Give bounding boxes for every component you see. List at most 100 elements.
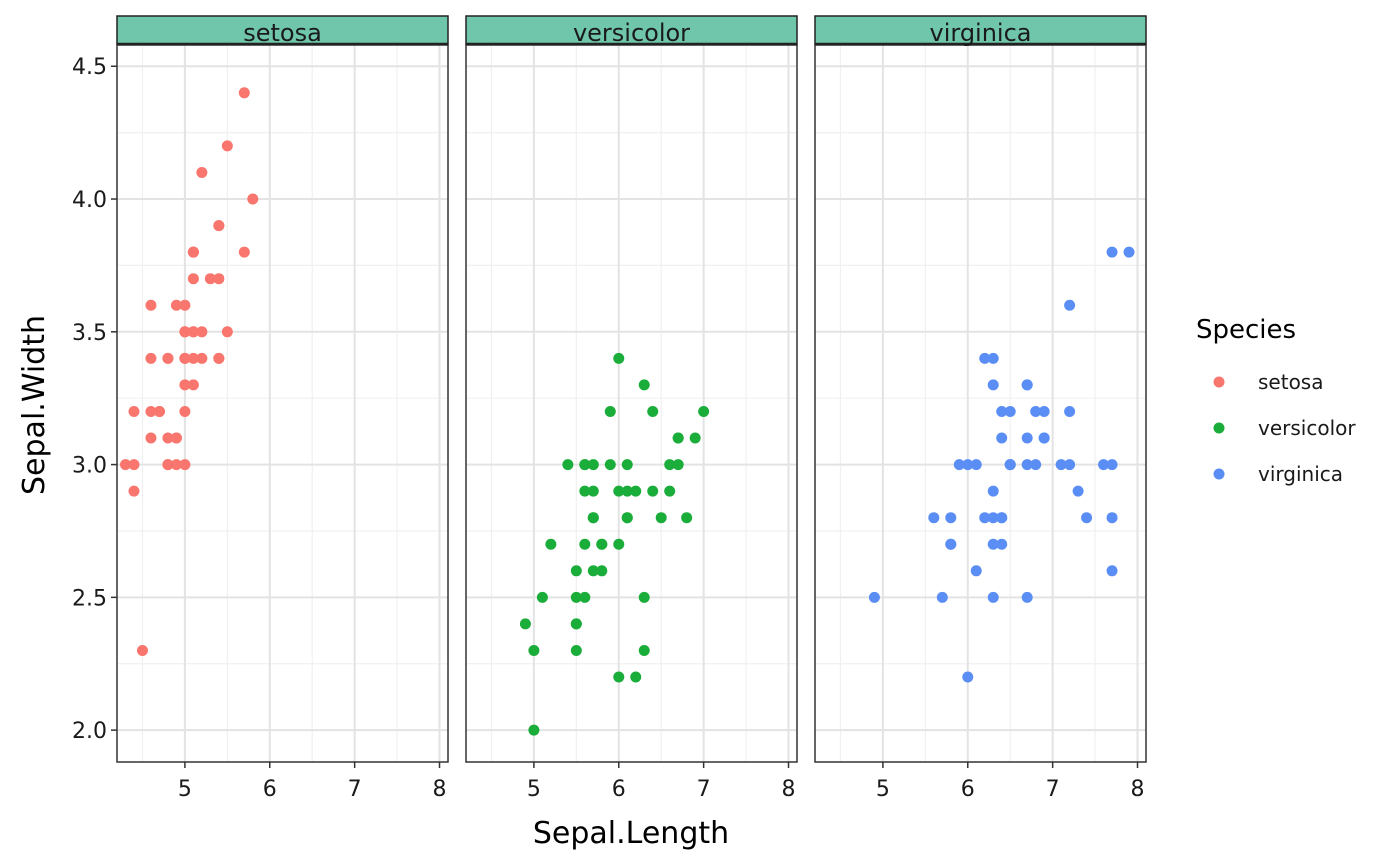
legend-key-setosa xyxy=(1213,376,1225,388)
data-point-setosa xyxy=(213,220,225,232)
data-point-versicolor xyxy=(587,459,599,471)
x-tick-label: 8 xyxy=(433,777,447,802)
data-point-virginica xyxy=(1106,459,1118,471)
panel-background xyxy=(815,45,1146,762)
panel-background xyxy=(117,45,448,762)
data-point-virginica xyxy=(1030,405,1042,417)
data-point-versicolor xyxy=(562,459,574,471)
data-point-setosa xyxy=(187,352,199,364)
x-tick-label: 5 xyxy=(527,777,541,802)
data-point-versicolor xyxy=(587,512,599,524)
data-point-setosa xyxy=(179,405,191,417)
data-point-setosa xyxy=(179,299,191,311)
data-point-setosa xyxy=(128,485,140,497)
data-point-virginica xyxy=(1038,432,1050,444)
data-point-setosa xyxy=(145,352,157,364)
data-point-versicolor xyxy=(604,405,616,417)
data-point-setosa xyxy=(162,352,174,364)
data-point-versicolor xyxy=(621,459,633,471)
data-point-virginica xyxy=(987,352,999,364)
data-point-setosa xyxy=(187,273,199,285)
data-point-virginica xyxy=(1021,591,1033,603)
x-tick-label: 6 xyxy=(961,777,975,802)
data-point-versicolor xyxy=(655,512,667,524)
y-tick-label: 4.0 xyxy=(72,188,107,213)
data-point-setosa xyxy=(145,405,157,417)
data-point-setosa xyxy=(170,432,182,444)
data-point-versicolor xyxy=(630,671,642,683)
data-point-setosa xyxy=(221,140,233,152)
data-point-versicolor xyxy=(621,512,633,524)
data-point-virginica xyxy=(1021,379,1033,391)
facet-panel-versicolor: versicolor 5 6 7 8 xyxy=(465,15,798,802)
x-tick-label: 6 xyxy=(612,777,626,802)
data-point-versicolor xyxy=(545,538,557,550)
data-point-setosa xyxy=(221,326,233,338)
data-point-setosa xyxy=(213,352,225,364)
data-point-versicolor xyxy=(528,724,540,736)
data-point-versicolor xyxy=(570,618,582,630)
facet-strip-label: virginica xyxy=(930,19,1032,47)
data-point-versicolor xyxy=(621,485,633,497)
data-point-virginica xyxy=(987,591,999,603)
data-point-virginica xyxy=(987,379,999,391)
data-point-virginica xyxy=(1106,565,1118,577)
legend-key-versicolor xyxy=(1213,422,1225,434)
data-point-virginica xyxy=(945,512,957,524)
data-point-setosa xyxy=(187,246,199,258)
data-point-versicolor xyxy=(579,538,591,550)
data-point-setosa xyxy=(136,644,148,656)
facet-strip-label: setosa xyxy=(243,19,322,47)
x-tick-label: 7 xyxy=(348,777,362,802)
panels-layer: setosa 5 6 7 8 versicolor 5 6 7 8 virginica 5 6 7 8 xyxy=(116,15,1147,802)
data-point-virginica xyxy=(970,459,982,471)
y-tick-label: 4.5 xyxy=(72,55,107,80)
data-point-versicolor xyxy=(596,538,608,550)
data-point-versicolor xyxy=(630,485,642,497)
data-point-versicolor xyxy=(536,591,548,603)
y-axis: 2.0 2.5 3.0 3.5 4.0 4.5 xyxy=(72,55,117,744)
data-point-virginica xyxy=(962,671,974,683)
legend-label-virginica: virginica xyxy=(1258,462,1343,486)
facet-strip xyxy=(814,15,1147,45)
data-point-virginica xyxy=(987,538,999,550)
data-point-versicolor xyxy=(647,405,659,417)
legend-key-virginica xyxy=(1213,468,1225,480)
data-point-versicolor xyxy=(664,459,676,471)
panel-background xyxy=(466,45,797,762)
data-point-setosa xyxy=(162,459,174,471)
data-point-setosa xyxy=(247,193,259,205)
data-point-versicolor xyxy=(613,352,625,364)
data-point-virginica xyxy=(1123,246,1135,258)
data-point-setosa xyxy=(170,459,182,471)
data-point-versicolor xyxy=(570,591,582,603)
data-point-setosa xyxy=(119,459,131,471)
data-point-setosa xyxy=(196,166,208,178)
data-point-virginica xyxy=(1081,512,1093,524)
data-point-virginica xyxy=(979,512,991,524)
data-point-versicolor xyxy=(672,459,684,471)
y-axis-title: Sepal.Width xyxy=(17,315,52,495)
data-point-setosa xyxy=(179,459,191,471)
data-point-setosa xyxy=(153,405,165,417)
data-point-setosa xyxy=(196,352,208,364)
data-point-virginica xyxy=(996,405,1008,417)
data-point-virginica xyxy=(1064,299,1076,311)
data-point-versicolor xyxy=(579,459,591,471)
facet-strip-label: versicolor xyxy=(573,19,690,47)
data-point-virginica xyxy=(996,432,1008,444)
data-point-virginica xyxy=(979,352,991,364)
x-tick-label: 7 xyxy=(1046,777,1060,802)
data-point-versicolor xyxy=(519,618,531,630)
legend-label-setosa: setosa xyxy=(1258,370,1323,394)
data-point-virginica xyxy=(1004,405,1016,417)
data-point-versicolor xyxy=(570,565,582,577)
x-tick-label: 5 xyxy=(876,777,890,802)
data-point-virginica xyxy=(996,538,1008,550)
y-tick-label: 2.0 xyxy=(72,719,107,744)
data-point-versicolor xyxy=(647,485,659,497)
legend-title: Species xyxy=(1196,315,1296,345)
data-point-versicolor xyxy=(587,565,599,577)
data-point-versicolor xyxy=(570,644,582,656)
